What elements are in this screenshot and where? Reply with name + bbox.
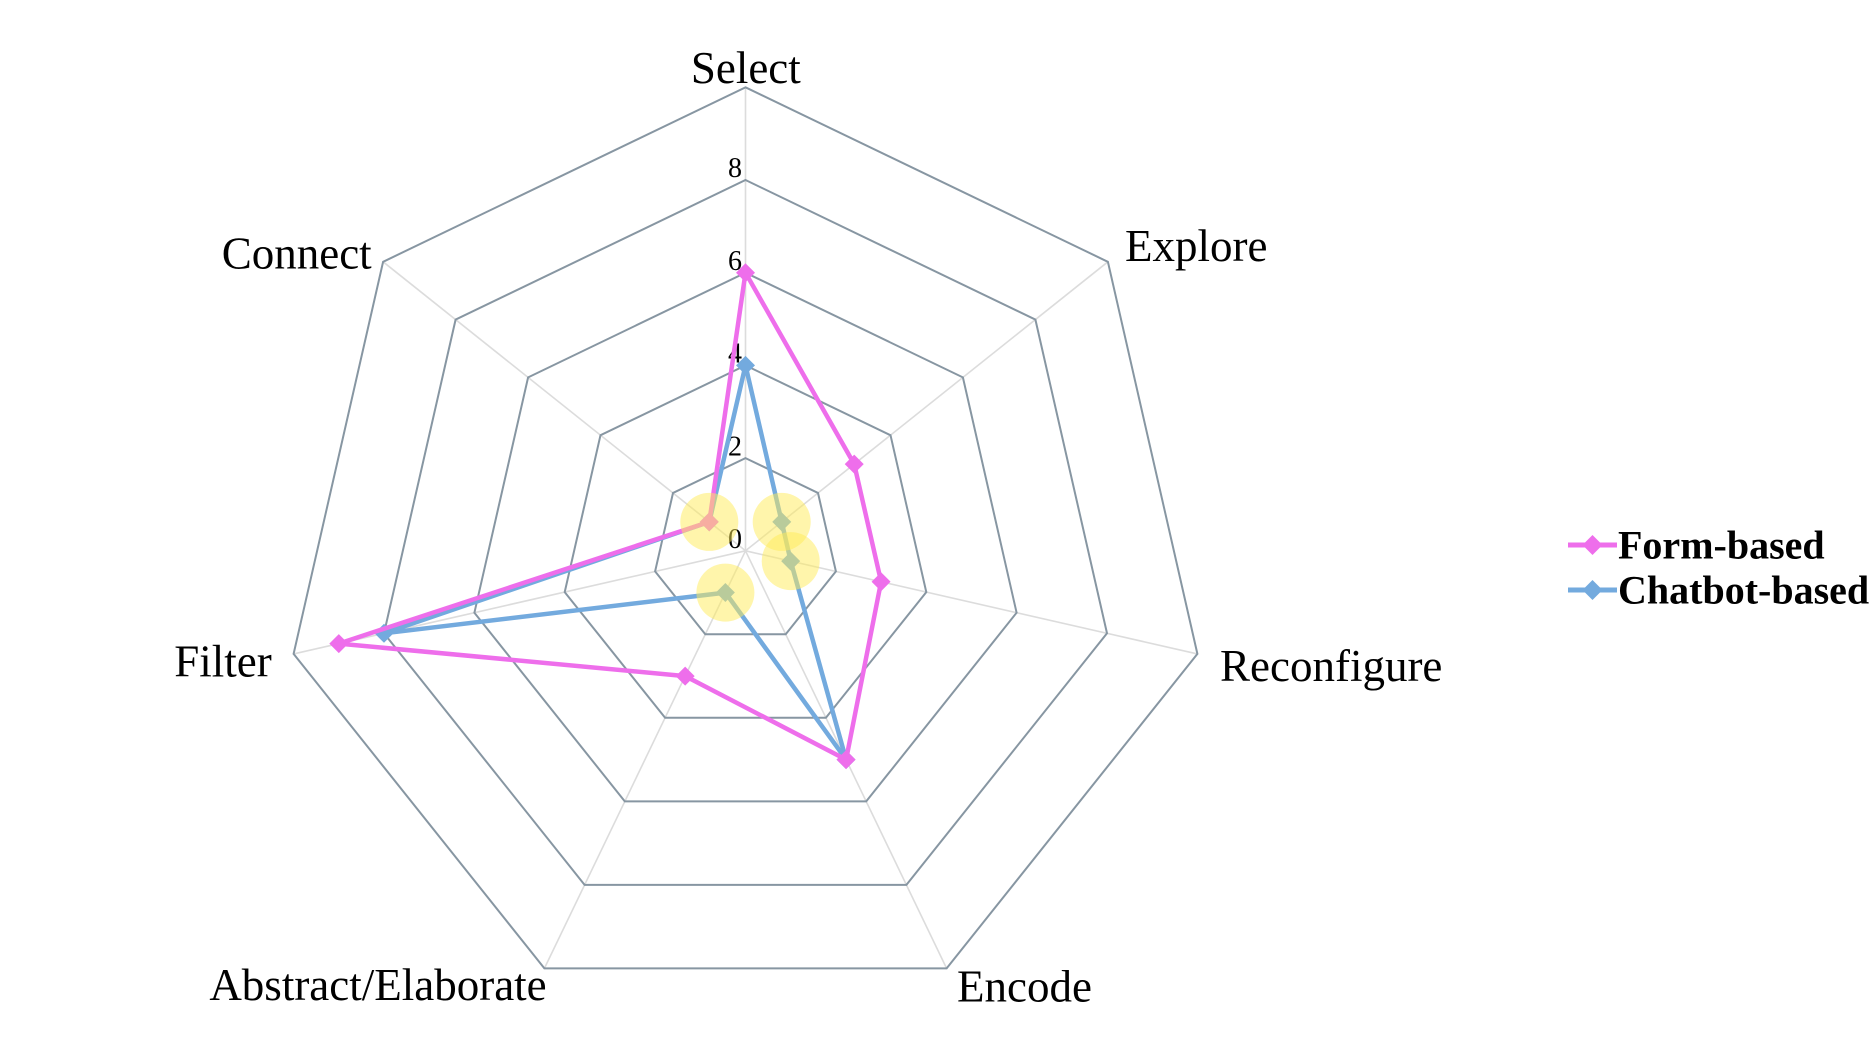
- legend-label-form-based: Form-based: [1618, 522, 1825, 567]
- highlight-circle-reconfigure: [761, 532, 820, 591]
- radar-grid-ring: [382, 178, 1109, 886]
- axis-label-encode: Encode: [957, 962, 1092, 1012]
- radar-spoke: [293, 550, 746, 655]
- series-line-form-based: [336, 270, 884, 762]
- legend-swatch-diamond-icon-form-based: [1582, 535, 1603, 555]
- data-point-form-based-encode: [836, 750, 856, 770]
- radar-grid-ring: [563, 364, 928, 719]
- tick-label: 2: [728, 431, 742, 462]
- highlight-circle-abstract-elaborate: [696, 563, 755, 622]
- radar-spoke: [382, 261, 746, 552]
- radar-grid-ring: [654, 456, 837, 636]
- axis-label-select: Select: [691, 43, 801, 93]
- data-point-form-based-explore: [844, 454, 864, 474]
- data-point-form-based-abstract-elaborate: [675, 666, 695, 686]
- highlight-circle-connect: [680, 492, 739, 551]
- axis-label-connect: Connect: [222, 228, 372, 278]
- data-point-chatbot-based-select: [736, 355, 755, 375]
- axis-label-filter: Filter: [174, 637, 272, 687]
- radar-spoke: [745, 261, 1109, 552]
- legend-swatch-diamond-icon-chatbot-based: [1582, 580, 1603, 600]
- tick-label: 6: [728, 246, 742, 277]
- radar-grid-ring: [473, 271, 1018, 803]
- radar-spoke: [543, 550, 747, 969]
- axis-label-reconfigure: Reconfigure: [1220, 641, 1442, 691]
- legend-label-chatbot-based: Chatbot-based: [1618, 567, 1869, 612]
- radar-grid-ring: [292, 86, 1199, 970]
- radar-spoke: [745, 550, 1198, 655]
- data-point-form-based-reconfigure: [871, 572, 891, 592]
- data-point-form-based-select: [736, 263, 755, 283]
- data-point-form-based-filter: [329, 634, 349, 654]
- axis-label-explore: Explore: [1125, 221, 1267, 271]
- axis-label-abstract-elaborate: Abstract/Elaborate: [209, 960, 546, 1010]
- tick-label: 8: [728, 153, 742, 184]
